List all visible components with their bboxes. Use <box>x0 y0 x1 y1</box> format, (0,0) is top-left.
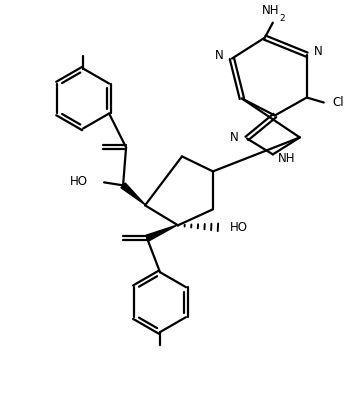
Polygon shape <box>121 183 146 205</box>
Text: NH: NH <box>278 152 295 165</box>
Text: NH: NH <box>262 4 280 17</box>
Text: 2: 2 <box>280 14 285 23</box>
Text: N: N <box>314 45 322 58</box>
Text: N: N <box>215 49 224 62</box>
Text: HO: HO <box>70 175 88 188</box>
Polygon shape <box>146 225 178 241</box>
Text: N: N <box>230 131 239 144</box>
Text: HO: HO <box>230 221 248 234</box>
Text: Cl: Cl <box>333 96 344 109</box>
